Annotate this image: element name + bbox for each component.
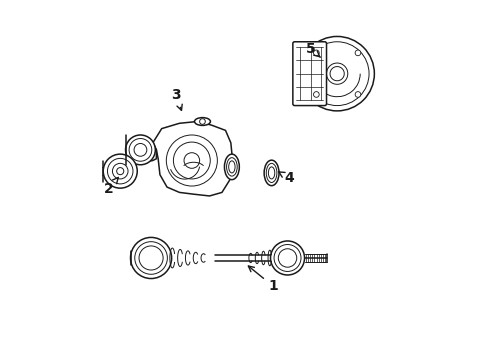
Circle shape <box>184 153 199 168</box>
Ellipse shape <box>264 160 279 186</box>
Text: 4: 4 <box>279 171 294 185</box>
Polygon shape <box>133 138 156 162</box>
Polygon shape <box>153 122 233 196</box>
FancyBboxPatch shape <box>293 42 326 105</box>
Ellipse shape <box>224 154 239 180</box>
Circle shape <box>125 135 155 165</box>
Text: 2: 2 <box>104 177 119 196</box>
Text: 1: 1 <box>248 266 278 293</box>
Circle shape <box>199 119 205 124</box>
Text: 5: 5 <box>306 42 320 57</box>
Text: 3: 3 <box>171 88 182 111</box>
Circle shape <box>314 92 319 97</box>
Circle shape <box>314 50 319 56</box>
Circle shape <box>355 92 361 97</box>
Circle shape <box>270 241 305 275</box>
Ellipse shape <box>195 118 210 125</box>
Circle shape <box>300 36 374 111</box>
Circle shape <box>130 238 172 279</box>
Circle shape <box>355 50 361 56</box>
Circle shape <box>103 154 137 188</box>
